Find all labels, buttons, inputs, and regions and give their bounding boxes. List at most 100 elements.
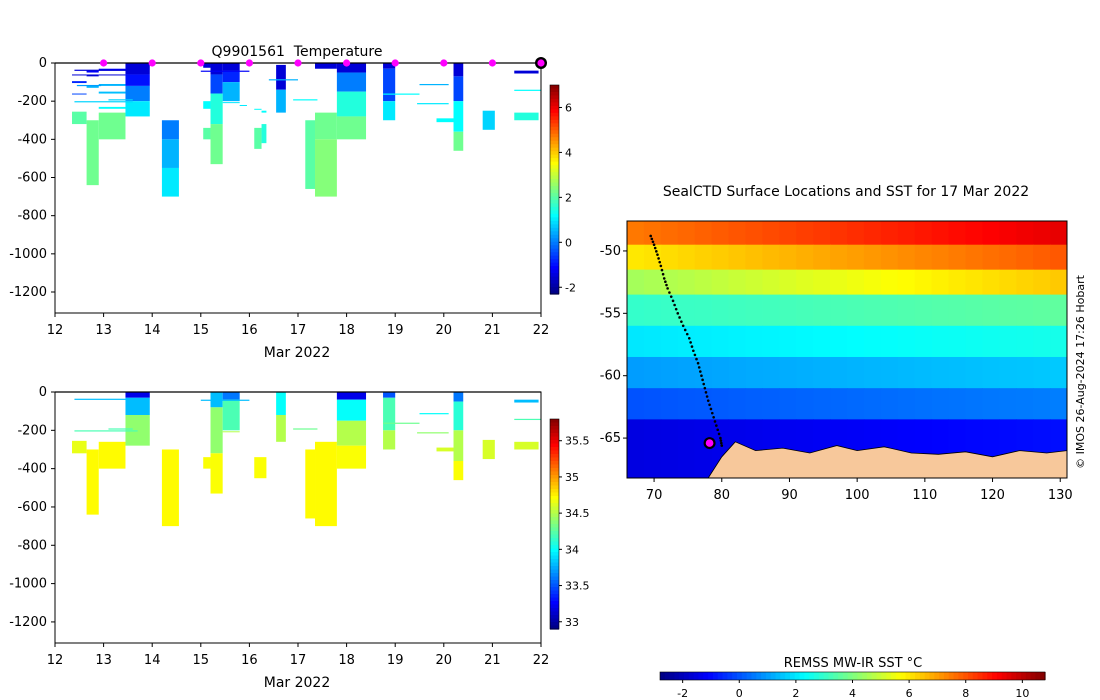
sst-colorbar-swatch	[789, 672, 796, 680]
trace-line	[268, 79, 298, 81]
sst-cell	[1033, 269, 1051, 296]
colorbar-swatch	[550, 492, 559, 497]
colorbar-swatch	[550, 583, 559, 588]
colorbar-tick-label: 33.5	[565, 580, 590, 593]
track-point	[649, 234, 652, 238]
colorbar-swatch	[550, 161, 559, 166]
sst-cell	[914, 325, 933, 358]
track-point	[668, 291, 671, 294]
sst-cell	[711, 221, 730, 246]
track-point	[702, 382, 706, 386]
profile-segment	[315, 112, 337, 140]
sst-cell	[779, 294, 797, 327]
colorbar-tick-label: 0	[565, 236, 572, 249]
sst-cell	[982, 294, 1000, 327]
colorbar-swatch	[550, 471, 559, 476]
temperature-section-title: Q9901561 Temperature	[212, 44, 383, 60]
profile-segment	[86, 74, 99, 77]
sst-cell	[762, 269, 780, 296]
sst-cell	[965, 325, 983, 358]
profile-segment	[276, 89, 286, 113]
sst-cell	[813, 294, 831, 327]
profile-segment	[261, 124, 267, 144]
track-point	[676, 312, 680, 315]
sst-cell	[796, 325, 814, 358]
sst-colorbar-swatch	[669, 672, 676, 680]
sst-colorbar-swatch	[987, 672, 993, 680]
sst-cell	[762, 356, 780, 389]
track-point	[690, 345, 694, 348]
track-point	[720, 444, 724, 447]
profile-segment	[98, 91, 126, 94]
profile-segment	[336, 420, 367, 446]
map-y-tick-label: -50	[600, 244, 621, 259]
sst-cell	[847, 221, 865, 246]
sst-cell	[880, 244, 899, 271]
profile-segment	[482, 439, 495, 460]
map-x-tick-label: 130	[1048, 488, 1073, 503]
colorbar-swatch	[550, 137, 559, 142]
sst-cell	[694, 294, 713, 327]
sst-cell	[965, 388, 983, 420]
colorbar-swatch	[550, 541, 559, 546]
profile-segment	[254, 108, 262, 110]
map-x-tick-label: 70	[646, 488, 663, 503]
colorbar-swatch	[550, 130, 559, 135]
sst-colorbar-swatch	[900, 672, 907, 680]
sst-cell	[643, 269, 662, 296]
y-tick-label: -800	[17, 209, 47, 224]
track-point	[658, 260, 662, 264]
sst-cell	[965, 356, 983, 389]
colorbar-swatch	[550, 517, 559, 522]
profile-segment	[210, 407, 223, 454]
sst-cell	[847, 388, 865, 420]
trace-line	[200, 399, 250, 401]
track-point	[678, 316, 681, 319]
sst-cell	[627, 325, 645, 358]
sst-cell	[914, 221, 933, 246]
colorbar-swatch	[550, 538, 559, 543]
sst-cell	[728, 356, 747, 389]
sst-cell	[1033, 244, 1051, 271]
profile-segment	[336, 399, 367, 421]
track-point	[717, 432, 721, 436]
profile-segment	[315, 441, 337, 527]
sst-cell	[660, 269, 679, 296]
sst-cell	[762, 294, 780, 327]
x-tick-label: 14	[144, 653, 161, 668]
sst-colorbar-swatch	[1020, 672, 1027, 680]
sst-colorbar-swatch	[1011, 672, 1017, 680]
colorbar-swatch	[550, 611, 559, 616]
sst-cell	[711, 325, 730, 358]
colorbar-swatch	[550, 587, 559, 592]
profile-segment	[222, 70, 240, 83]
x-tick-label: 20	[436, 653, 453, 668]
sst-cell	[779, 325, 797, 358]
x-tick-label: 13	[95, 323, 112, 338]
sst-colorbar-label: REMSS MW-IR SST °C	[784, 656, 923, 671]
sst-cell	[711, 269, 730, 296]
track-point	[680, 320, 683, 323]
profile-segment	[210, 93, 223, 125]
sst-cell	[847, 356, 865, 389]
trace-line	[74, 430, 138, 432]
profile-segment	[203, 101, 211, 109]
sst-cell	[965, 244, 983, 271]
profile-segment	[336, 445, 367, 469]
sst-cell	[1050, 269, 1067, 296]
sst-cell	[728, 294, 747, 327]
sst-cell	[796, 269, 814, 296]
sst-cell	[830, 388, 848, 420]
sst-cell	[847, 325, 865, 358]
sst-cell	[745, 244, 763, 271]
sst-cell	[982, 244, 1000, 271]
colorbar-swatch	[550, 273, 559, 278]
sst-colorbar-swatch	[688, 672, 695, 680]
sst-colorbar-swatch	[799, 672, 805, 680]
sst-cell	[948, 269, 967, 296]
sst-cell	[643, 356, 662, 389]
sst-cell	[965, 221, 983, 246]
profile-segment	[383, 63, 396, 69]
colorbar-swatch	[550, 126, 559, 131]
sst-colorbar-swatch	[939, 672, 945, 680]
